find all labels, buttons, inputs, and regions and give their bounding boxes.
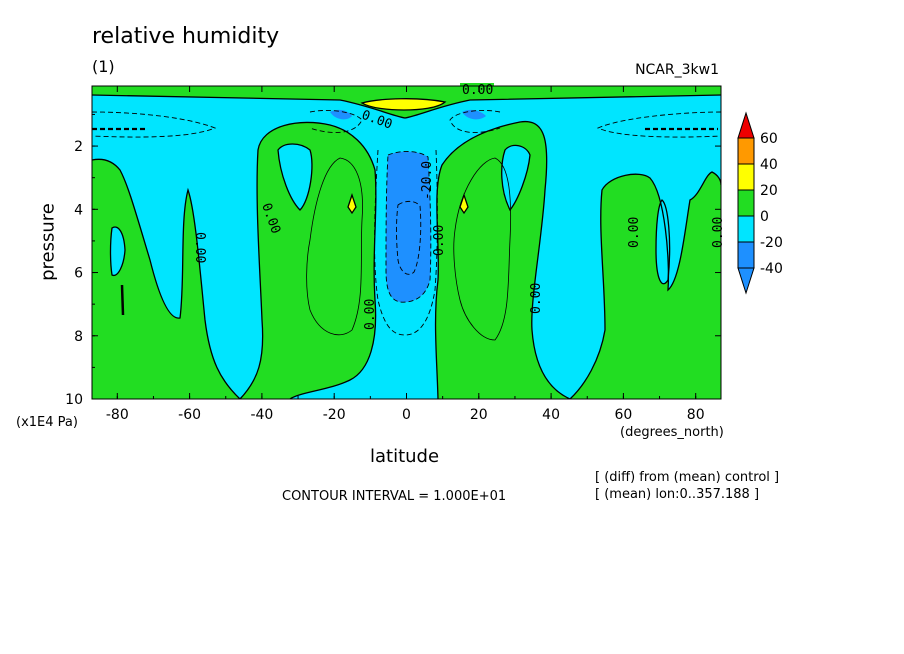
colorbar-label: 40 [760, 157, 778, 173]
contour-neg10-left-upper [92, 111, 217, 138]
region-pos-20-40 [362, 98, 445, 110]
x-tick-label: -80 [106, 407, 129, 423]
contour-label-left-inner: 0.00 [363, 299, 378, 330]
note-diff: [ (diff) from (mean) control ] [595, 470, 780, 485]
contour-interval: CONTOUR INTERVAL = 1.000E+01 [282, 489, 507, 504]
chart-subtitle: (1) [92, 57, 115, 76]
region-pos-small-left [348, 195, 356, 213]
region-pos-left-subtropic [240, 122, 376, 399]
colorbar-label: -40 [760, 261, 783, 277]
contour-neg30-equator [396, 200, 422, 275]
note-mean: [ (mean) lon:0..357.188 ] [595, 487, 760, 502]
hole-right-subtropic [501, 145, 530, 210]
y-tick-label: 4 [74, 202, 83, 218]
colorbar-label: -20 [760, 235, 783, 251]
x-tick-label: 40 [542, 407, 560, 423]
x-tick-label: -40 [250, 407, 273, 423]
contour-zero-right-sub [434, 120, 571, 399]
x-tick-label: 20 [470, 407, 488, 423]
contour-hole-right-sub [501, 144, 531, 212]
region-neg-20-40 [386, 151, 431, 303]
region-pos-left-polar [92, 159, 240, 399]
colorbar-low-arrow [737, 267, 755, 295]
contour-label-left-polar: 0.00 [192, 232, 207, 263]
axes: -80 -60 -40 -20 0 20 40 60 80 2 4 6 8 10 [65, 86, 721, 423]
hole-right-polar [656, 200, 670, 284]
contour-label-right-polar: 0.00 [627, 217, 642, 248]
contour-hole-right-polar [655, 199, 671, 285]
contour-label-eq-right: 0.00 [432, 225, 447, 256]
x-axis-units: (degrees_north) [620, 425, 724, 440]
colorbar-swatch [737, 189, 755, 217]
colorbar-swatch [737, 215, 755, 243]
colorbar-high-arrow [737, 111, 755, 139]
region-pos-small-right [460, 195, 468, 213]
colorbar: -40 -20 0 20 40 60 [737, 111, 783, 295]
y-tick-label: 8 [74, 329, 83, 345]
hole-left-polar [110, 226, 125, 276]
x-tick-label: 80 [687, 407, 705, 423]
contour-yellow-right [459, 192, 469, 215]
y-axis-units: (x1E4 Pa) [16, 415, 78, 430]
x-tick-label: -60 [178, 407, 201, 423]
contour-label-eq-neg: -20.0 [420, 161, 435, 200]
colorbar-swatch [737, 241, 755, 269]
chart-title: relative humidity [92, 24, 280, 49]
contour-zero-right-polar [569, 171, 721, 399]
contour-neg10-top-right [449, 109, 501, 133]
x-tick-label: 60 [614, 407, 632, 423]
contour-hole-left-polar [109, 226, 126, 277]
contour-yellow [360, 98, 447, 111]
colorbar-swatch [737, 137, 755, 165]
x-axis-label: latitude [370, 446, 440, 467]
contour-pos10-right [453, 157, 512, 341]
contour-zero-top [92, 94, 721, 119]
colorbar-label: 60 [760, 131, 778, 147]
colorbar-swatch [737, 163, 755, 191]
hole-left-subtropic [278, 144, 312, 210]
region-pos-right-subtropic [435, 121, 570, 399]
contour-pos10-left [306, 157, 363, 336]
x-tick-label: -20 [323, 407, 346, 423]
colorbar-label: 0 [760, 209, 769, 225]
contour-zero-left-sub [239, 121, 377, 399]
contour-label-far-right: 0.00 [711, 217, 726, 248]
colorbar-label: 20 [760, 183, 778, 199]
contour-zero-left-polar [92, 158, 241, 399]
y-tick-label: 6 [74, 266, 83, 282]
contour-label-top: 0.00 [462, 83, 493, 98]
y-tick-label: 10 [65, 392, 83, 408]
contour-neg10-top-left [309, 109, 363, 133]
contour-label-right-sub: 0.00 [529, 283, 544, 314]
model-name: NCAR_3kw1 [635, 62, 719, 78]
x-tick-label: 0 [402, 407, 411, 423]
region-pos-right-polar [570, 172, 721, 399]
contour-polar-dash-left [120, 284, 125, 316]
contour-yellow-left [347, 192, 357, 215]
contour-neg20-equator [385, 151, 432, 303]
y-tick-label: 2 [74, 139, 83, 155]
region-neg-20-40-small-right [462, 109, 486, 120]
contour-hole-left-sub [277, 143, 313, 211]
contour-neg10-right-upper [596, 111, 721, 138]
